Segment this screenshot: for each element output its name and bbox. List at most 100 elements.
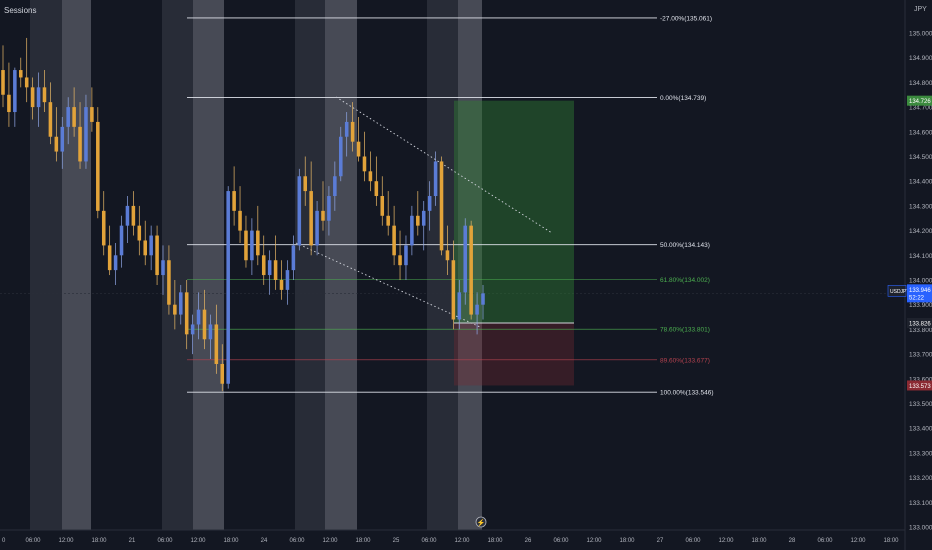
candle-body: [113, 255, 118, 271]
candle-body: [445, 250, 450, 261]
candle-body: [101, 210, 106, 246]
price-axis-label: 133.000: [909, 525, 932, 532]
candle-body: [208, 324, 213, 340]
candle-body: [327, 196, 331, 221]
candle-body: [356, 141, 361, 157]
trend-channel[interactable]: [295, 96, 553, 328]
price-axis-label: 134.700: [909, 105, 932, 112]
candle-body: [303, 176, 307, 192]
time-axis-label: 0: [2, 538, 6, 544]
candle-body: [457, 292, 462, 320]
candle-body: [125, 205, 130, 226]
candle-body: [19, 70, 23, 78]
time-axis-label: 18:00: [751, 538, 767, 544]
price-axis-label: 133.200: [909, 475, 932, 482]
candle-body: [244, 230, 248, 261]
candle-body: [261, 255, 266, 276]
time-axis-label: 26: [525, 538, 532, 544]
candle-body: [155, 235, 159, 276]
candle-body: [167, 260, 171, 305]
candle-body: [54, 136, 59, 152]
price-axis-label: 134.400: [909, 179, 932, 186]
svg-text:⚡: ⚡: [477, 518, 486, 527]
candle-body: [291, 245, 296, 271]
current-price-tag-bg: [907, 284, 932, 303]
candle-body: [285, 270, 290, 290]
price-tag-bg: [907, 95, 932, 106]
price-axis-label: 133.100: [909, 500, 932, 507]
price-axis-label: 133.300: [909, 450, 932, 457]
candle-body: [131, 205, 136, 226]
candle-body: [380, 196, 385, 216]
candle-body: [90, 107, 94, 122]
candle-body: [119, 225, 124, 256]
loss-zone[interactable]: [454, 322, 574, 386]
replay-icon[interactable]: ⚡: [475, 516, 487, 528]
fib-level-label: 78.60%(133.801): [660, 327, 710, 334]
session-bands: [30, 0, 482, 530]
time-axis-label: 24: [261, 538, 268, 544]
price-axis-label: 134.300: [909, 203, 932, 210]
time-axis-label: 18:00: [487, 538, 503, 544]
candle-body: [66, 107, 70, 127]
time-axis-label: 18:00: [91, 538, 107, 544]
symbol-tag-bg: [887, 285, 907, 297]
candle-body: [463, 225, 467, 293]
channel-lower-line[interactable]: [295, 242, 481, 328]
time-axis-label: 12:00: [322, 538, 338, 544]
candle-body: [421, 210, 426, 226]
profit-zone[interactable]: [454, 100, 574, 323]
time-axis-label: 06:00: [25, 538, 41, 544]
time-axis-label: 06:00: [421, 538, 437, 544]
price-axis-label: 134.200: [909, 228, 932, 235]
candle-body: [451, 260, 456, 320]
candle-body: [13, 70, 17, 113]
candle-body: [184, 292, 189, 335]
price-axis-label: 133.400: [909, 426, 932, 433]
candle-body: [202, 309, 207, 340]
time-axis-label: 12:00: [850, 538, 866, 544]
time-axis-label: 27: [657, 538, 664, 544]
candle-body: [481, 293, 485, 305]
candle-body: [368, 171, 373, 182]
candle-body: [232, 191, 236, 211]
time-axis-label: 06:00: [685, 538, 701, 544]
time-axis-label: 12:00: [586, 538, 602, 544]
session-band: [193, 0, 224, 530]
price-axis-label: 134.000: [909, 278, 932, 285]
session-band: [295, 0, 325, 530]
fib-level-label: -27.00%(135.061): [660, 15, 712, 22]
candle-body: [196, 309, 201, 325]
candle-body: [220, 363, 225, 384]
time-axis-label: 18:00: [883, 538, 899, 544]
candle-body: [392, 225, 396, 256]
candle-body: [339, 136, 343, 177]
candle-body: [315, 210, 319, 246]
time-axis-label: 06:00: [817, 538, 833, 544]
candle-body: [143, 240, 147, 256]
candle-body: [226, 191, 230, 384]
countdown-tag-value: 52:22: [909, 295, 925, 301]
candle-body: [72, 107, 76, 127]
position-zones: [454, 100, 574, 386]
candle-body: [427, 196, 432, 211]
price-axis[interactable]: 135.000 134.900 134.800 134.700 134.600 134.5…: [904, 0, 932, 550]
candle-body: [333, 176, 337, 197]
time-axis-label: 18:00: [619, 538, 635, 544]
price-tag-label: 133.573: [909, 384, 931, 390]
candle-body: [416, 215, 420, 226]
candle-body: [30, 87, 35, 108]
session-band: [30, 0, 62, 530]
sessions-label[interactable]: Sessions: [4, 6, 36, 15]
channel-upper-line[interactable]: [335, 96, 553, 234]
candle-body: [173, 304, 177, 315]
time-axis-label: 28: [789, 538, 796, 544]
candle-body: [309, 191, 313, 246]
candle-body: [273, 260, 278, 280]
candle-body: [48, 102, 53, 137]
fib-retracement[interactable]: -27.00%(135.061) 0.00%(134.739) 50.00%(134…: [187, 15, 714, 397]
time-axis-label: 21: [129, 538, 136, 544]
time-axis[interactable]: 0 06:00 12:00 18:00 21 06:00 12:00 18:00 24 06:00…: [0, 529, 905, 544]
